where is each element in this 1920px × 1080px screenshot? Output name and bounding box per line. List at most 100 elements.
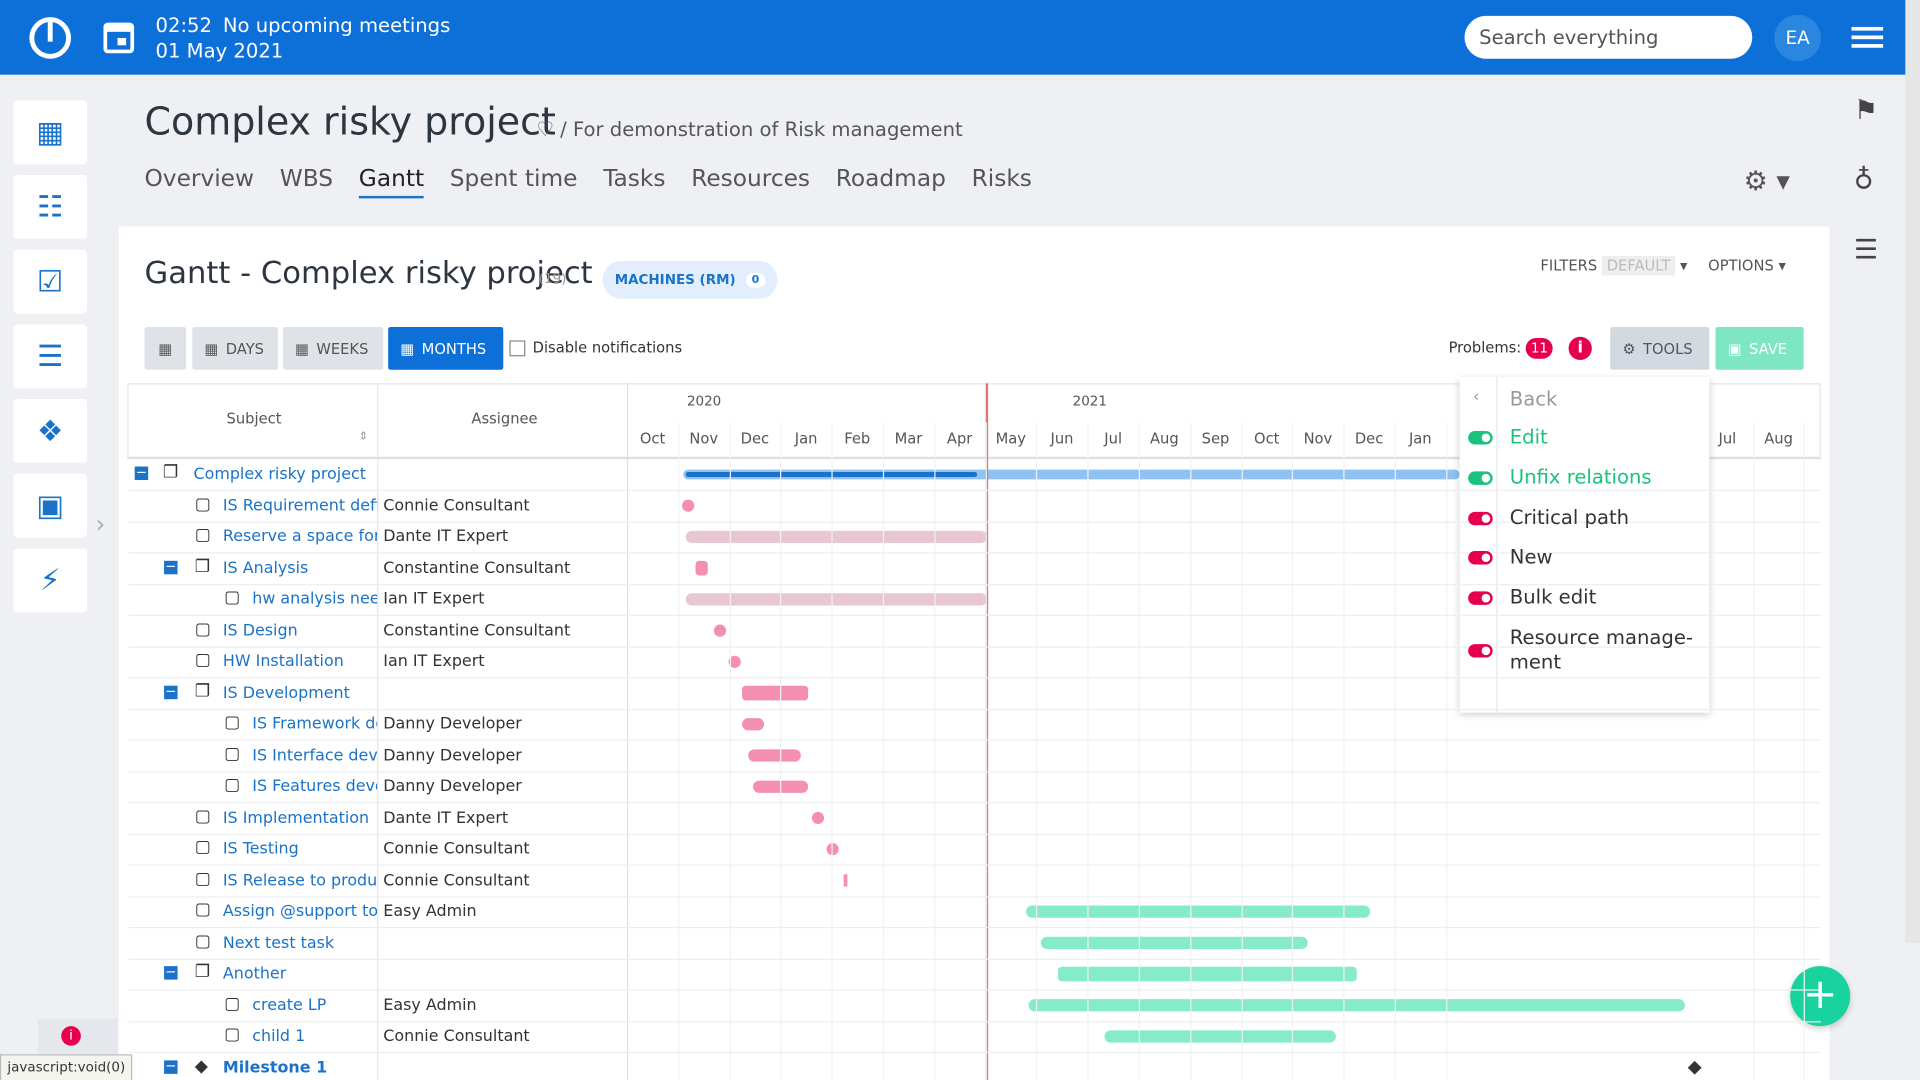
- info-icon[interactable]: i: [1568, 336, 1592, 361]
- menu-toggle[interactable]: [1468, 644, 1493, 658]
- right-icon[interactable]: ⚑: [1853, 95, 1879, 127]
- menu-item[interactable]: Edit: [1509, 424, 1548, 449]
- menu-toggle[interactable]: [1468, 471, 1493, 485]
- subject[interactable]: Assign @support to s: [222, 902, 378, 921]
- task-bar[interactable]: [1026, 905, 1371, 918]
- filters[interactable]: FILTERS DEFAULT ▾: [1540, 255, 1688, 276]
- back-arrow[interactable]: ‹: [1473, 388, 1480, 407]
- sidebar-item[interactable]: ❖: [13, 399, 87, 463]
- tab[interactable]: Gantt: [358, 165, 425, 199]
- collapse-toggle[interactable]: −: [164, 557, 178, 574]
- assignee-header[interactable]: Assignee: [471, 410, 538, 428]
- menu-toggle[interactable]: [1468, 551, 1493, 565]
- menu-item[interactable]: Bulk edit: [1509, 585, 1597, 609]
- project-progress[interactable]: [685, 472, 978, 477]
- subject[interactable]: IS Implementation: [222, 808, 370, 828]
- subject[interactable]: HW Installation: [222, 652, 344, 672]
- menu-item[interactable]: Critical path: [1509, 505, 1630, 529]
- settings[interactable]: ⚙ ▾: [1743, 166, 1790, 198]
- sidebar-item[interactable]: ☰: [13, 324, 87, 389]
- subject[interactable]: IS Design: [222, 621, 298, 640]
- menu-toggle[interactable]: [1468, 511, 1493, 526]
- meeting[interactable]: No upcoming meetings: [222, 13, 451, 37]
- folder-bar[interactable]: [1057, 966, 1357, 982]
- task-bar[interactable]: [1040, 936, 1308, 949]
- problems[interactable]: Problems: 11: [1449, 337, 1553, 359]
- search[interactable]: Search everything: [1464, 15, 1753, 59]
- subject[interactable]: Reserve a space for H: [222, 527, 377, 547]
- subject[interactable]: IS Testing: [222, 840, 299, 859]
- subject[interactable]: IS Features deve: [252, 777, 378, 796]
- collapse-toggle[interactable]: −: [134, 464, 149, 481]
- task-bar[interactable]: [1104, 1030, 1336, 1043]
- tools-button[interactable]: ⚙ TOOLS: [1610, 326, 1710, 370]
- subject[interactable]: Next test task: [222, 933, 335, 953]
- tab[interactable]: WBS: [279, 165, 334, 193]
- subject[interactable]: IS Framework de: [252, 715, 378, 734]
- menu-icon[interactable]: [1851, 24, 1884, 51]
- task-bar[interactable]: [742, 718, 765, 731]
- avatar[interactable]: EA: [1774, 14, 1821, 62]
- task-bar[interactable]: [685, 530, 987, 544]
- view-button[interactable]: ▦ DAYS: [192, 326, 278, 370]
- sidebar-item[interactable]: ▣: [13, 473, 87, 538]
- view-button[interactable]: ▦ WEEKS: [282, 326, 384, 370]
- subject[interactable]: Milestone 1: [222, 1058, 328, 1077]
- today-button[interactable]: ▦: [144, 326, 187, 370]
- right-icon[interactable]: ☰: [1853, 235, 1879, 266]
- subject[interactable]: Another: [222, 964, 287, 984]
- subject[interactable]: create LP: [252, 996, 327, 1015]
- menu-toggle[interactable]: [1468, 591, 1493, 605]
- logo[interactable]: [27, 15, 76, 64]
- menu-toggle[interactable]: [1468, 431, 1493, 445]
- folder-bar[interactable]: [742, 685, 809, 701]
- menu-item[interactable]: Resource manage-ment: [1509, 625, 1693, 674]
- task-bar[interactable]: [748, 749, 801, 762]
- tab[interactable]: Roadmap: [835, 165, 946, 193]
- menu-item[interactable]: New: [1509, 544, 1553, 569]
- sidebar-item[interactable]: ⚡: [13, 548, 87, 613]
- sidebar-toggle[interactable]: ›: [95, 509, 106, 539]
- collapse-toggle[interactable]: −: [164, 963, 178, 980]
- tab[interactable]: Resources: [691, 165, 811, 193]
- subject[interactable]: IS Analysis: [222, 558, 309, 578]
- subject[interactable]: IS Release to produc: [222, 871, 378, 890]
- subject[interactable]: child 1: [252, 1027, 306, 1046]
- task-bar[interactable]: [1028, 999, 1685, 1012]
- sidebar-item[interactable]: ▦: [13, 100, 87, 165]
- sort-icon[interactable]: ⇕: [358, 431, 369, 444]
- subject-header[interactable]: Subject: [226, 410, 282, 428]
- right-icon[interactable]: ♁: [1853, 165, 1874, 196]
- alert-icon[interactable]: i: [61, 1026, 81, 1046]
- subject[interactable]: IS Development: [222, 683, 350, 703]
- subject[interactable]: IS Interface deve: [252, 746, 378, 765]
- sidebar-item[interactable]: ☷: [13, 175, 87, 239]
- tab[interactable]: Risks: [971, 165, 1032, 193]
- task-bar[interactable]: [685, 593, 987, 606]
- tab[interactable]: Tasks: [603, 165, 666, 193]
- subject[interactable]: hw analysis need: [252, 590, 378, 609]
- task-tick[interactable]: [843, 874, 848, 887]
- collapse-toggle[interactable]: −: [164, 1057, 178, 1074]
- menu-item[interactable]: Unfix relations: [1509, 465, 1652, 489]
- tab[interactable]: Overview: [144, 165, 255, 193]
- view-button[interactable]: ▦ MONTHS: [388, 326, 504, 370]
- task-flag[interactable]: [695, 560, 708, 576]
- sidebar-item[interactable]: ☑: [13, 249, 87, 314]
- notifications[interactable]: Disable notifications: [509, 339, 682, 356]
- save-button[interactable]: ▣ SAVE: [1715, 326, 1804, 370]
- machines-badge[interactable]: MACHINES (RM) 0: [602, 260, 778, 299]
- options[interactable]: OPTIONS ▾: [1708, 257, 1786, 275]
- checkbox[interactable]: [509, 339, 526, 356]
- collapse-toggle[interactable]: −: [164, 682, 178, 699]
- task-dot[interactable]: [728, 655, 741, 668]
- menu-back[interactable]: Back: [1509, 386, 1558, 411]
- task-dot[interactable]: [682, 499, 695, 512]
- tab[interactable]: Spent time: [449, 165, 578, 193]
- task-dot[interactable]: [811, 811, 825, 825]
- subject[interactable]: IS Requirement defir: [222, 496, 378, 515]
- subject[interactable]: Complex risky project: [193, 465, 367, 484]
- calendar-icon[interactable]: [103, 20, 137, 57]
- task-dot[interactable]: [713, 624, 727, 637]
- add-button[interactable]: +: [1790, 966, 1851, 1027]
